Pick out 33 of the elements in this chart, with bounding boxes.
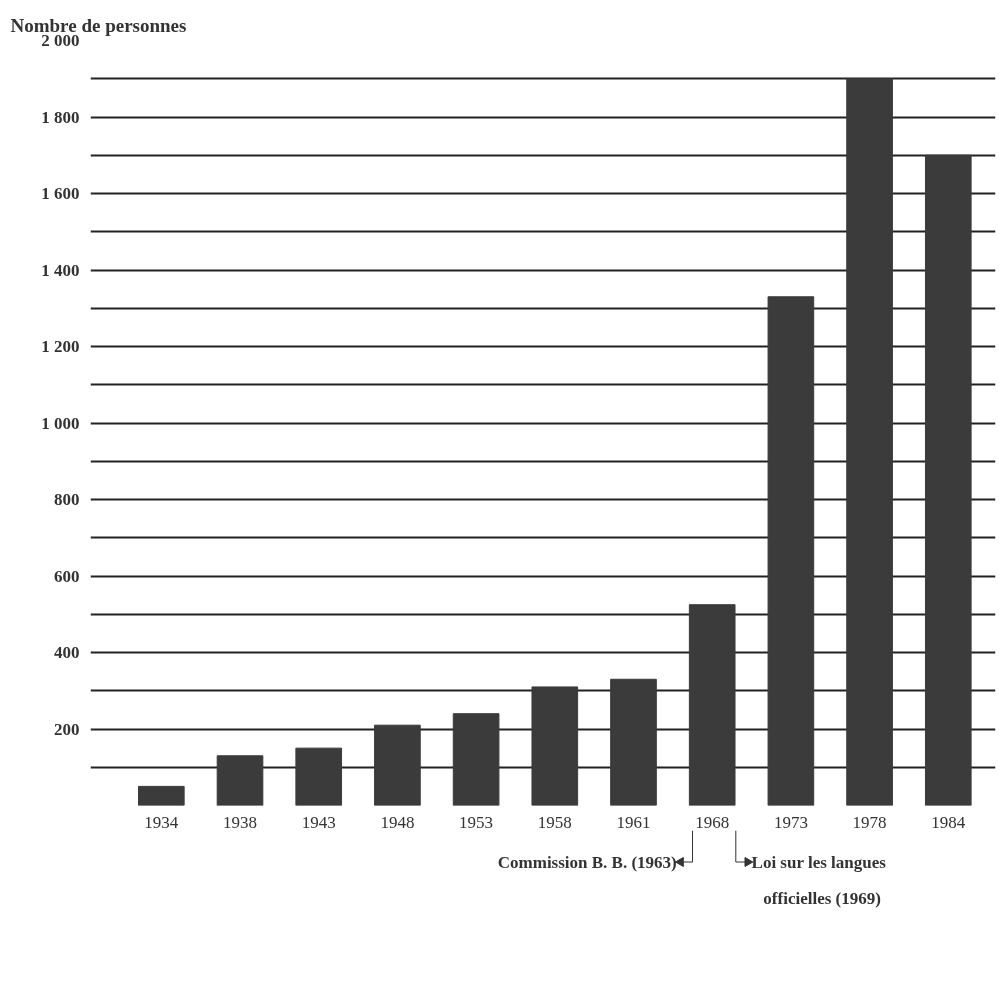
x-tick-label: 1943 xyxy=(301,812,336,832)
x-tick-label: 1948 xyxy=(380,812,415,832)
y-tick-label: 200 xyxy=(54,719,80,739)
bar xyxy=(767,296,815,806)
bar xyxy=(452,713,500,806)
y-tick-label: 1 600 xyxy=(41,184,80,203)
bar xyxy=(846,78,893,806)
bar xyxy=(924,154,972,806)
bar xyxy=(138,785,185,806)
y-tick-label: 1 400 xyxy=(41,260,80,280)
bar xyxy=(216,755,264,806)
x-tick-label: 1934 xyxy=(144,812,179,832)
x-tick-label: 1953 xyxy=(459,812,494,832)
text: Loi sur les langues officielles (1969) xyxy=(751,852,887,909)
x-tick-label: 1973 xyxy=(773,812,808,832)
x-tick-label: 1961 xyxy=(616,812,651,832)
x-tick-label: 1958 xyxy=(537,812,572,832)
x-tick-label: 1978 xyxy=(852,812,887,832)
y-tick-label: 600 xyxy=(54,566,80,586)
x-tick-label: 1938 xyxy=(223,812,258,832)
bar xyxy=(295,747,343,806)
y-tick-label: 1 200 xyxy=(41,337,80,356)
bar xyxy=(610,678,657,806)
bar xyxy=(688,604,736,806)
bar xyxy=(374,724,421,806)
bar xyxy=(531,686,579,806)
text: Commission B. B. (1963) xyxy=(497,852,677,872)
y-tick-label: 1 000 xyxy=(41,413,80,433)
y-tick-label: 1 800 xyxy=(41,107,80,127)
y-tick-label: 800 xyxy=(54,490,80,509)
y-tick-label: 400 xyxy=(54,643,80,662)
x-tick-label: 1984 xyxy=(931,812,966,832)
x-tick-label: 1968 xyxy=(695,812,730,832)
